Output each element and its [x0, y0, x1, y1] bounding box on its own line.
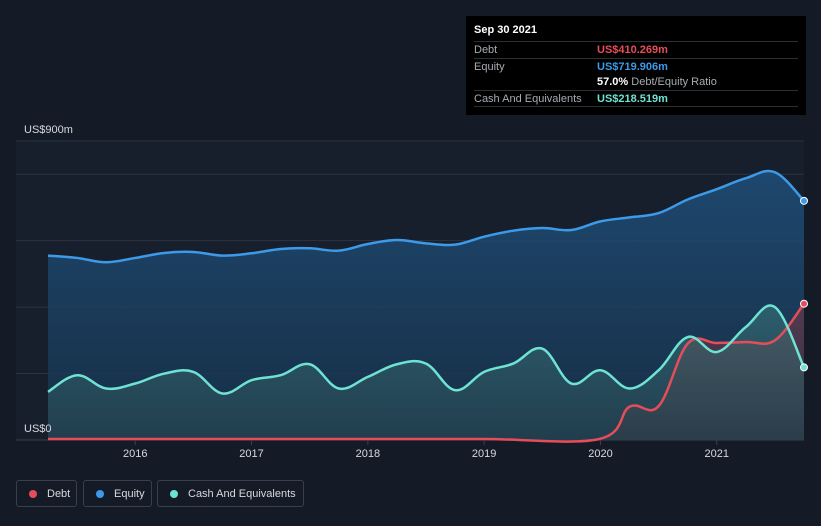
tooltip-value: US$410.269m [597, 44, 668, 56]
ratio-percent: 57.0% [597, 76, 629, 88]
legend-item-cash[interactable]: Cash And Equivalents [157, 480, 304, 507]
tooltip-date: Sep 30 2021 [474, 24, 537, 36]
legend-item-debt[interactable]: Debt [16, 480, 77, 507]
tooltip-row-cash: Cash And Equivalents US$218.519m [474, 90, 798, 107]
tooltip-ratio-value: 57.0% Debt/Equity Ratio [597, 76, 717, 88]
tooltip-label: Debt [474, 44, 498, 56]
legend-label: Debt [47, 487, 71, 500]
tooltip-value: US$218.519m [597, 93, 668, 105]
equity-dot-icon [96, 489, 104, 498]
legend-label: Cash And Equivalents [188, 487, 296, 500]
cash-dot-icon [170, 489, 178, 498]
legend-label: Equity [114, 487, 145, 500]
tooltip-row-equity: Equity US$719.906m [474, 58, 798, 75]
tooltip-value: US$719.906m [597, 61, 668, 73]
tooltip-row-debt: Debt US$410.269m [474, 41, 798, 58]
debtend-point [800, 299, 808, 308]
debt-dot-icon [29, 489, 37, 498]
equityend-point [800, 196, 808, 205]
tooltip-row-ratio: 57.0% Debt/Equity Ratio [474, 74, 798, 90]
x-tick-label: 2021 [705, 448, 729, 460]
x-tick-label: 2019 [472, 448, 496, 460]
x-tick-label: 2018 [356, 448, 380, 460]
ratio-label: Debt/Equity Ratio [631, 76, 717, 88]
x-tick-label: 2016 [123, 448, 147, 460]
y-axis-bottom-label: US$0 [24, 423, 52, 435]
tooltip-divider [474, 106, 798, 107]
cash-and-equivalentsarea [48, 305, 804, 440]
legend-item-equity[interactable]: Equity [83, 480, 152, 507]
tooltip-label: Cash And Equivalents [474, 93, 582, 105]
cash-and-equivalentsline [47, 304, 806, 395]
series-areas [48, 170, 804, 442]
x-tick-label: 2020 [588, 448, 612, 460]
debtline [47, 302, 805, 443]
tooltip-panel: Sep 30 2021 Debt US$410.269m Equity US$7… [466, 16, 806, 115]
series-lines [47, 169, 806, 443]
equityarea [48, 170, 804, 440]
tooltip-label: Equity [474, 61, 505, 73]
y-axis-top-label: US$900m [24, 124, 73, 136]
x-axis-ticks: 2016 2017 2018 2019 2020 2021 [123, 440, 729, 460]
equityline [47, 169, 805, 264]
series-end-markers [800, 196, 808, 372]
x-tick-label: 2017 [239, 448, 263, 460]
cash-and-equivalentsend-point [800, 363, 808, 372]
